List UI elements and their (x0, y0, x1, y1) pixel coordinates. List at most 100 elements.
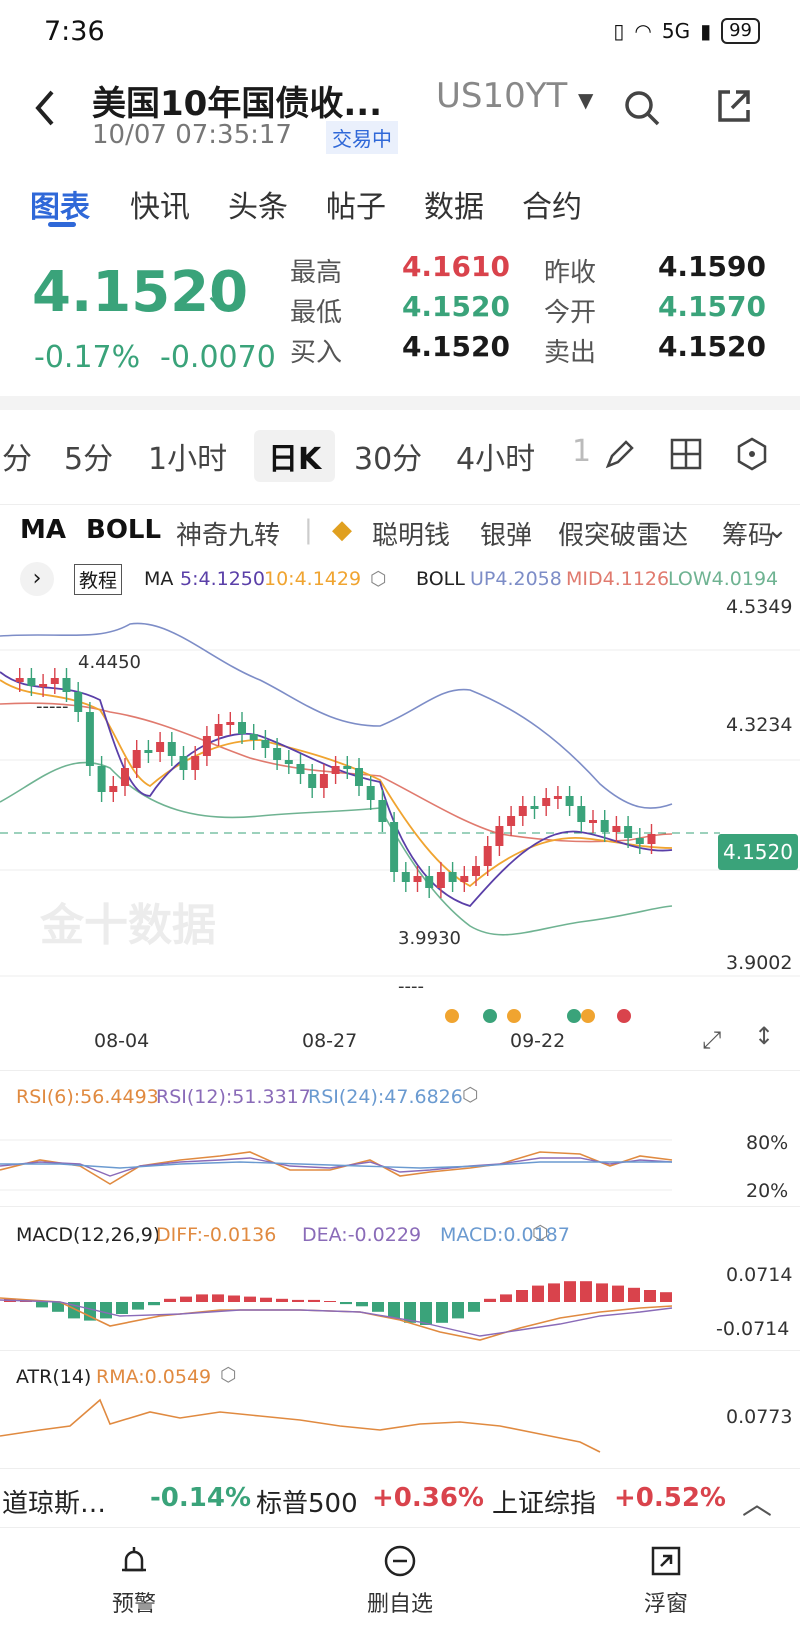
diamond-icon: ◆ (332, 515, 352, 545)
back-button[interactable] (30, 86, 70, 136)
candle-body (273, 748, 282, 760)
indicator-chips[interactable]: 筹码 (722, 521, 775, 551)
candle-body (542, 798, 551, 806)
tab-chart[interactable]: 图表 (30, 190, 90, 225)
ticker-name-dow[interactable]: 道琼斯… (2, 1489, 107, 1519)
macd-bar (484, 1298, 496, 1302)
symbol-code[interactable]: US10YT (436, 76, 568, 116)
period-daily[interactable]: 日K (254, 430, 336, 482)
macd-chart[interactable] (0, 1256, 700, 1346)
share-button[interactable] (714, 86, 754, 126)
candle-body (413, 876, 422, 882)
candle-body (39, 684, 48, 687)
ma-settings-icon[interactable]: ⬡ (370, 568, 387, 590)
indicator-magic-nine[interactable]: 神奇九转 (176, 521, 281, 551)
status-bar: 7:36 ▯ ◠ 5G ▮ 99 (0, 0, 800, 64)
atr-rma-legend: RMA:0.0549 (96, 1366, 212, 1388)
rsi-tick-high: 80% (746, 1132, 789, 1154)
remove-watchlist-button[interactable]: 删自选 (340, 1544, 460, 1618)
candle-body (495, 826, 504, 846)
macd-value-legend: MACD:0.0187 (440, 1224, 570, 1246)
candle-body (97, 766, 106, 792)
period-minute[interactable]: 分 (2, 442, 32, 477)
period-4hour[interactable]: 4小时 (456, 442, 536, 477)
rsi-chart[interactable] (0, 1130, 700, 1200)
period-1hour[interactable]: 1小时 (148, 442, 228, 477)
page-title: 美国10年国债收... (92, 84, 383, 124)
back-icon (35, 90, 54, 126)
tab-posts[interactable]: 帖子 (326, 190, 386, 225)
indicator-silver-bullet[interactable]: 银弹 (480, 521, 533, 551)
ma10-legend: 10:4.1429 (264, 568, 362, 590)
boll-legend-label: BOLL (416, 568, 465, 590)
alert-button[interactable]: 预警 (74, 1544, 194, 1618)
candle-body (319, 774, 328, 788)
period-5min[interactable]: 5分 (64, 442, 114, 477)
candle-body (27, 678, 36, 686)
quote-datetime: 10/07 07:35:17 (92, 120, 292, 150)
atr-chart[interactable] (0, 1396, 700, 1456)
indicator-boll[interactable]: BOLL (86, 515, 162, 545)
macd-bar (308, 1299, 320, 1302)
ticker-name-shanghai[interactable]: 上证综指 (492, 1489, 597, 1519)
macd-bar (404, 1302, 416, 1323)
pen-icon (605, 440, 634, 469)
ticker-name-sp500[interactable]: 标普500 (256, 1489, 358, 1519)
period-30min[interactable]: 30分 (354, 442, 423, 477)
candle-body (355, 768, 363, 786)
low-annotation-leader: ---- (398, 976, 424, 997)
macd-settings-icon[interactable]: ⬡ (532, 1222, 549, 1244)
macd-legend: MACD(12,26,9) (16, 1224, 161, 1246)
atr-tick: 0.0773 (726, 1406, 793, 1428)
indicator-smart-money[interactable]: 聪明钱 (372, 521, 451, 551)
macd-bar (468, 1302, 480, 1312)
atr-settings-icon[interactable]: ⬡ (220, 1364, 237, 1386)
section-divider (0, 396, 800, 410)
high-annotation-leader: ----- (36, 696, 68, 717)
indicator-ma[interactable]: MA (20, 515, 66, 545)
current-price: 4.1520 (32, 260, 249, 325)
period-selector: 分 5分 1小时 日K 30分 4小时 1 (0, 420, 800, 488)
y-tick-top: 4.5349 (726, 596, 793, 618)
indicator-bar: MA BOLL 神奇九转 | ◆ 聪明钱 银弹 假突破雷达 筹码 ⌄ (0, 504, 800, 554)
tab-data[interactable]: 数据 (424, 190, 484, 225)
active-tab-indicator (48, 222, 76, 227)
tab-contract[interactable]: 合约 (522, 190, 582, 225)
macd-bars-group (4, 1281, 672, 1325)
settings-button[interactable] (734, 436, 770, 472)
expand-button[interactable]: › (20, 562, 54, 596)
chevron-up-icon[interactable]: ︿ (742, 1487, 772, 1522)
candle-body (378, 800, 387, 822)
rsi-settings-icon[interactable]: ⬡ (462, 1084, 479, 1106)
candle-body (366, 786, 375, 800)
macd-bar (260, 1297, 272, 1302)
signal-icon: ▮ (700, 19, 712, 43)
event-markers[interactable] (0, 1004, 800, 1028)
layout-button[interactable] (668, 436, 704, 472)
ticker-value-sp500: +0.36% (372, 1483, 484, 1513)
candle-body (553, 796, 562, 799)
macd-bar (564, 1281, 576, 1302)
tab-headlines[interactable]: 头条 (228, 190, 288, 225)
macd-bar (132, 1302, 144, 1310)
vertical-resize-icon[interactable]: ↕ (754, 1022, 775, 1050)
float-window-button[interactable]: 浮窗 (606, 1544, 726, 1618)
chevron-down-icon[interactable]: ▼ (578, 88, 594, 112)
candlestick-chart[interactable]: 金十数据 ----- ---- (0, 600, 800, 1030)
chart-area[interactable]: › 教程 MA 5:4.1250 10:4.1429 ⬡ BOLL UP4.20… (0, 556, 800, 1453)
macd-bar (580, 1281, 592, 1302)
tab-flash-news[interactable]: 快讯 (130, 190, 190, 225)
search-button[interactable] (622, 88, 662, 128)
chevron-down-icon[interactable]: ⌄ (766, 515, 788, 545)
macd-bar (516, 1290, 528, 1302)
draw-tool-button[interactable] (602, 436, 638, 472)
index-ticker-bar[interactable]: 道琼斯… -0.14% 标普500 +0.36% 上证综指 +0.52% ︿ (0, 1468, 800, 1528)
indicator-false-breakout[interactable]: 假突破雷达 (558, 521, 689, 551)
candle-body (460, 876, 469, 882)
candle-body (226, 722, 235, 725)
macd-bar (52, 1302, 64, 1312)
tutorial-button[interactable]: 教程 (74, 564, 123, 595)
macd-bar (500, 1294, 512, 1302)
period-more[interactable]: 1 (572, 434, 592, 469)
fullscreen-icon[interactable]: ⤢ (702, 1026, 722, 1054)
